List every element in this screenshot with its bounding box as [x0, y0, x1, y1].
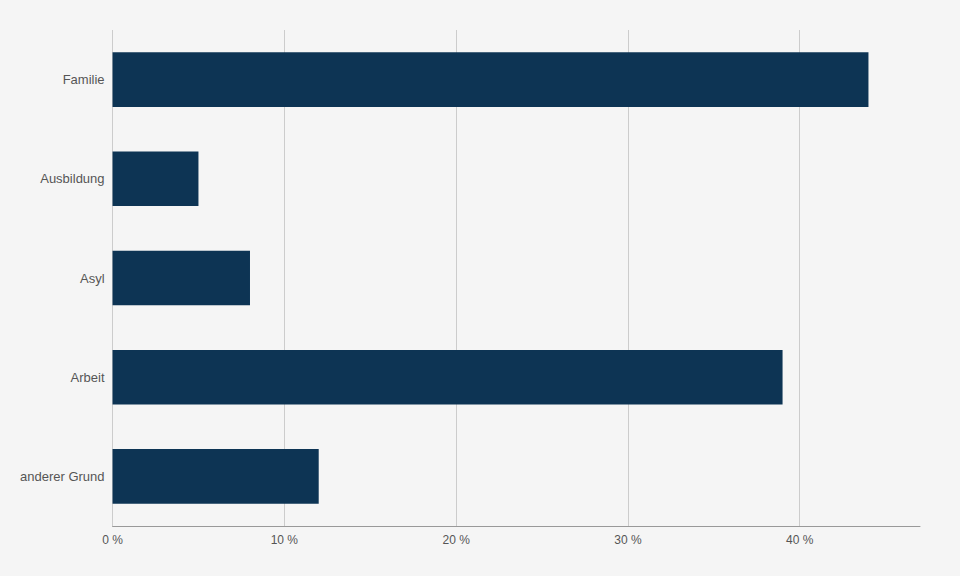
svg-text:Arbeit: Arbeit	[71, 370, 105, 385]
svg-text:20 %: 20 %	[442, 533, 470, 547]
svg-text:Asyl: Asyl	[80, 271, 105, 286]
svg-text:30 %: 30 %	[614, 533, 642, 547]
svg-text:40 %: 40 %	[786, 533, 814, 547]
svg-text:Familie: Familie	[63, 72, 105, 87]
svg-text:0 %: 0 %	[102, 533, 123, 547]
svg-text:Ausbildung: Ausbildung	[40, 171, 104, 186]
svg-text:anderer Grund: anderer Grund	[20, 469, 105, 484]
svg-text:10 %: 10 %	[271, 533, 299, 547]
